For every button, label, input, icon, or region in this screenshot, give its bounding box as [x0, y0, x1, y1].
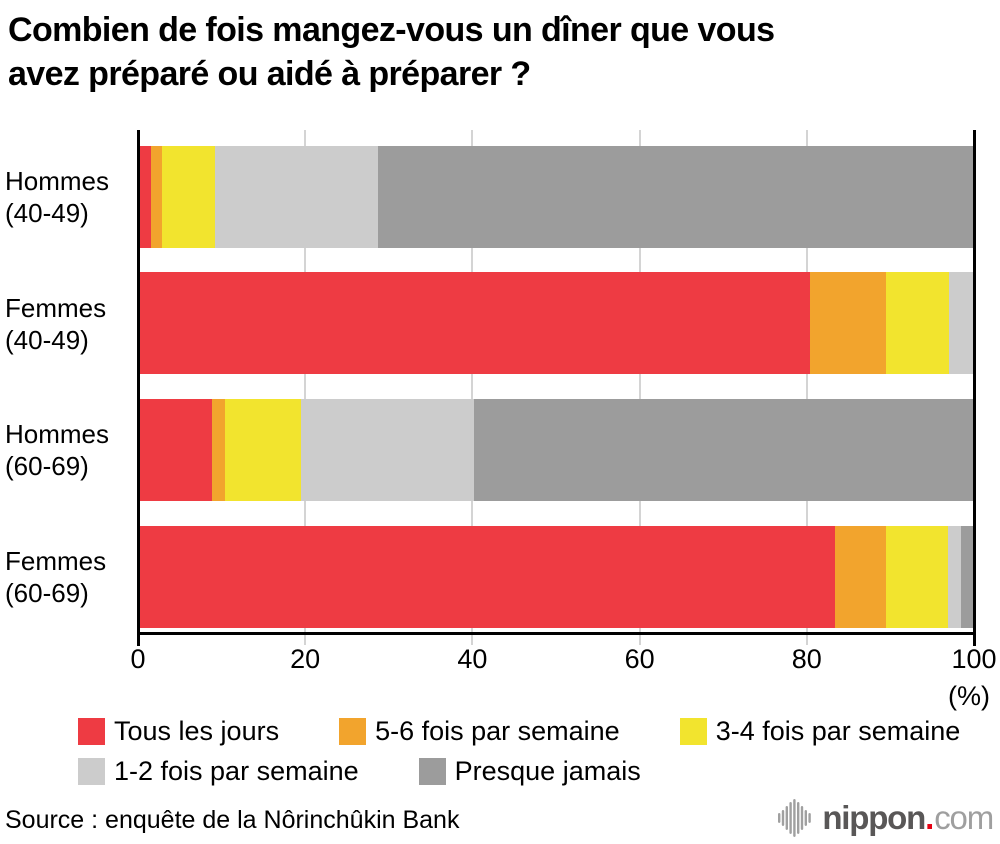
legend-item: 5-6 fois par semaine — [339, 716, 620, 747]
logo-dot: . — [925, 799, 935, 836]
logo-brand-text: nippon — [822, 799, 926, 836]
category-label-line2: (60-69) — [5, 578, 89, 608]
x-axis-baseline — [138, 632, 974, 635]
category-label-line1: Hommes — [5, 166, 110, 196]
legend-item: Presque jamais — [418, 756, 641, 787]
bar-row-hommes-60-69 — [138, 399, 974, 501]
bar-segment — [835, 526, 887, 628]
source-text: Source : enquête de la Nôrinchûkin Bank — [5, 806, 460, 834]
legend-swatch — [418, 758, 446, 785]
bar-segment — [138, 399, 213, 501]
logo-suffix-text: com — [934, 799, 994, 836]
category-label: Hommes (60-69) — [5, 418, 109, 482]
bar-segment — [810, 272, 887, 374]
nippon-logo: nippon. com — [778, 799, 994, 837]
bar-row-hommes-40-49 — [138, 146, 974, 248]
bar-segment — [377, 146, 974, 248]
bar-segment — [138, 146, 151, 248]
plot-area: (%) 0 20 40 60 80 100 — [130, 130, 997, 711]
x-tick-label-0: 0 — [130, 644, 146, 674]
bar-segment — [138, 272, 811, 374]
bar-segment — [948, 272, 974, 374]
legend-swatch — [78, 718, 105, 745]
bar-segment — [214, 146, 378, 248]
axis-unit-label: (%) — [948, 681, 990, 711]
legend-label: Tous les jours — [114, 716, 280, 746]
category-label-line1: Femmes — [5, 293, 107, 323]
bar-segment — [300, 399, 475, 501]
bar-segment — [474, 399, 974, 501]
bar-segment — [948, 526, 962, 628]
bar-segment — [162, 146, 215, 248]
bar-segment — [886, 272, 949, 374]
chart-title-line2: avez préparé ou aidé à préparer ? — [8, 55, 531, 93]
bar-segment — [224, 399, 301, 501]
bar-segment — [150, 146, 163, 248]
category-label-line1: Hommes — [5, 419, 110, 449]
category-label-line1: Femmes — [5, 546, 107, 576]
gridline-20 — [304, 130, 307, 645]
bar-row-femmes-60-69 — [138, 526, 974, 628]
x-tick-label-40: 40 — [457, 644, 488, 674]
gridline-40 — [471, 130, 474, 645]
bar-segment — [212, 399, 225, 501]
axis-right-line — [972, 130, 976, 646]
category-label: Femmes (60-69) — [5, 545, 106, 609]
legend: Tous les jours 5-6 fois par semaine 3-4 fo… — [78, 716, 960, 796]
legend-swatch — [339, 718, 367, 745]
legend-row-2: 1-2 fois par semaine Presque jamais — [78, 756, 960, 787]
bar-segment — [886, 526, 949, 628]
legend-swatch — [679, 718, 707, 745]
gridline-80 — [805, 130, 808, 645]
legend-item: 1-2 fois par semaine — [78, 756, 359, 787]
x-tick-label-80: 80 — [791, 644, 822, 674]
x-tick-label-100: 100 — [951, 644, 997, 674]
chart-title: Combien de fois mangez-vous un dîner que… — [8, 8, 775, 96]
legend-label: 1-2 fois par semaine — [114, 756, 359, 786]
category-label: Femmes (40-49) — [5, 292, 106, 356]
x-tick-label-20: 20 — [290, 644, 321, 674]
legend-row-1: Tous les jours 5-6 fois par semaine 3-4 fo… — [78, 716, 960, 747]
axis-left-line — [136, 130, 140, 646]
x-tick-label-60: 60 — [624, 644, 655, 674]
legend-item: 3-4 fois par semaine — [679, 716, 961, 747]
bar-segment — [138, 526, 836, 628]
chart-title-line1: Combien de fois mangez-vous un dîner que… — [8, 11, 775, 49]
legend-swatch — [78, 758, 105, 785]
legend-label: 5-6 fois par semaine — [375, 716, 620, 746]
category-label-line2: (60-69) — [5, 451, 89, 481]
category-label: Hommes (40-49) — [5, 165, 109, 229]
category-label-line2: (40-49) — [5, 198, 89, 228]
legend-label: Presque jamais — [454, 756, 641, 786]
bar-segment — [961, 526, 974, 628]
category-label-line2: (40-49) — [5, 325, 89, 355]
bar-row-femmes-40-49 — [138, 272, 974, 374]
legend-item: Tous les jours — [78, 716, 279, 747]
soundwave-bars-icon — [778, 799, 812, 837]
gridline-60 — [638, 130, 641, 645]
legend-label: 3-4 fois par semaine — [715, 716, 961, 746]
